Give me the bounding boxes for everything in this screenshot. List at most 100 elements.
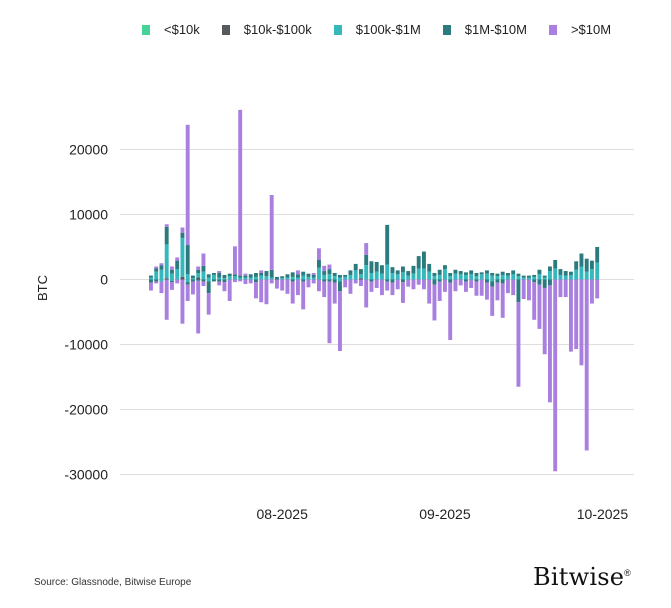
bar-segment-sbig — [548, 285, 552, 403]
bar-segment-sbig — [206, 293, 211, 315]
bar-segment-sbig — [595, 279, 600, 299]
bar-segment-s10m — [206, 281, 211, 294]
bar-segment-s10m — [385, 224, 390, 265]
bar-segment-sbig — [222, 282, 227, 292]
bar-segment-s1m — [537, 274, 542, 280]
bar-segment-s10m — [301, 271, 306, 276]
bar-segment-sbig — [201, 281, 206, 286]
x-tick-label: 08-2025 — [257, 506, 309, 522]
bar-segment-s1m — [353, 270, 358, 280]
bar-segment-s10m — [259, 273, 264, 276]
bar-segment-s10m — [217, 273, 222, 278]
bar-segment-s1m — [579, 266, 584, 280]
bar-segment-sbig — [280, 279, 285, 291]
bar-segment-sbig — [191, 281, 195, 295]
bar-segment-s10m — [149, 275, 153, 278]
bar-segment-s10m — [327, 269, 332, 275]
bar-segment-s10m — [385, 279, 390, 282]
bar-segment-s1m — [317, 267, 321, 280]
bar-segment-s1m — [548, 271, 552, 280]
bar-segment-s1m — [285, 277, 290, 280]
bar-segment-s10m — [322, 279, 327, 282]
bar-segment-sbig — [338, 291, 342, 351]
bar-segment-s10m — [527, 275, 531, 278]
bar-segment-s10m — [217, 279, 222, 282]
bar-segment-s10m — [542, 275, 547, 278]
bar-segment-s1m — [485, 273, 489, 280]
bar-segment-sbig — [185, 284, 190, 301]
bar-segment-s1m — [542, 277, 547, 280]
y-tick-label: -30000 — [64, 467, 108, 483]
bar-segment-s1m — [233, 276, 237, 280]
bar-segment-s10m — [275, 276, 279, 280]
legend-item: $100k-$1M — [333, 22, 421, 37]
bar-segment-sbig — [296, 270, 300, 275]
bar-segment-sbig — [390, 282, 395, 296]
bar-segment-s10m — [390, 279, 395, 283]
bar-segment-sbig — [254, 282, 258, 299]
y-tick-label: 20000 — [69, 142, 108, 158]
bar-segment-s10m — [511, 270, 516, 275]
bar-segment-s10m — [500, 271, 505, 275]
bar-segment-s1m — [427, 271, 432, 280]
bar-segment-s10m — [254, 279, 258, 283]
bar-segment-s1m — [180, 237, 185, 277]
bar-segment-sbig — [149, 282, 153, 291]
bar-segment-sbig — [584, 279, 589, 451]
legend-item: $1M-$10M — [442, 22, 527, 37]
bar-segment-s10m — [516, 273, 521, 277]
bar-segment-sbig — [569, 279, 573, 352]
bar-segment-s1m — [516, 276, 521, 280]
bar-segment-s1m — [149, 277, 153, 280]
brand-logo: Bitwise® — [533, 563, 631, 591]
bar-segment-s10m — [495, 273, 500, 277]
bar-segment-s10m — [264, 271, 269, 277]
bar-segment-s10m — [164, 226, 169, 245]
bar-segment-s10m — [374, 261, 379, 272]
bar-segment-sbig — [563, 279, 568, 298]
bar-segment-s1m — [464, 274, 468, 280]
bar-segment-sbig — [233, 246, 237, 275]
bar-segment-s1m — [569, 274, 573, 280]
bar-segment-sbig — [301, 281, 306, 310]
bar-segment-s100k — [359, 278, 363, 280]
bar-segment-s1m — [443, 269, 447, 280]
bar-segment-s10m — [317, 260, 321, 268]
bar-segment-s1m — [500, 274, 505, 280]
bar-segment-sbig — [474, 281, 479, 296]
bar-segment-s10m — [558, 269, 563, 275]
bar-segment-s10m — [159, 265, 164, 270]
bar-segment-s1m — [206, 277, 211, 280]
bar-segment-sbig — [401, 282, 405, 303]
bar-segment-s1m — [401, 272, 405, 280]
bar-segment-sbig — [353, 279, 358, 284]
bar-segment-s10m — [437, 269, 442, 275]
bar-segment-sbig — [469, 279, 474, 288]
bar-segment-s1m — [254, 276, 258, 280]
bar-segment-sbig — [506, 279, 510, 294]
bar-segment-s1m — [159, 279, 164, 282]
legend-label: <$10k — [164, 22, 200, 37]
bar-segment-s1m — [227, 276, 232, 280]
bar-segment-s10m — [490, 273, 495, 276]
bar-segment-s1m — [563, 275, 568, 280]
bar-segment-s10m — [500, 279, 505, 284]
bar-segment-s10m — [369, 261, 374, 273]
bar-segment-sbig — [516, 302, 521, 387]
bar-segment-s10m — [537, 269, 542, 275]
bar-segment-sbig — [259, 279, 264, 303]
bar-segment-s10m — [537, 279, 542, 285]
bar-segment-s10m — [458, 271, 463, 275]
bar-segment-sbig — [196, 280, 201, 334]
bar-segment-sbig — [306, 279, 311, 288]
bar-segment-s10m — [311, 274, 316, 278]
bar-segment-s10m — [532, 279, 537, 283]
bar-segment-s10m — [422, 251, 426, 269]
bar-segment-s10m — [222, 274, 227, 279]
bar-segment-s10m — [170, 280, 174, 283]
bar-segment-sbig — [196, 266, 201, 270]
bar-segment-s1m — [159, 269, 164, 280]
bar-segment-s1m — [301, 275, 306, 280]
legend-swatch — [333, 24, 342, 35]
bar-segment-s10m — [233, 274, 237, 277]
